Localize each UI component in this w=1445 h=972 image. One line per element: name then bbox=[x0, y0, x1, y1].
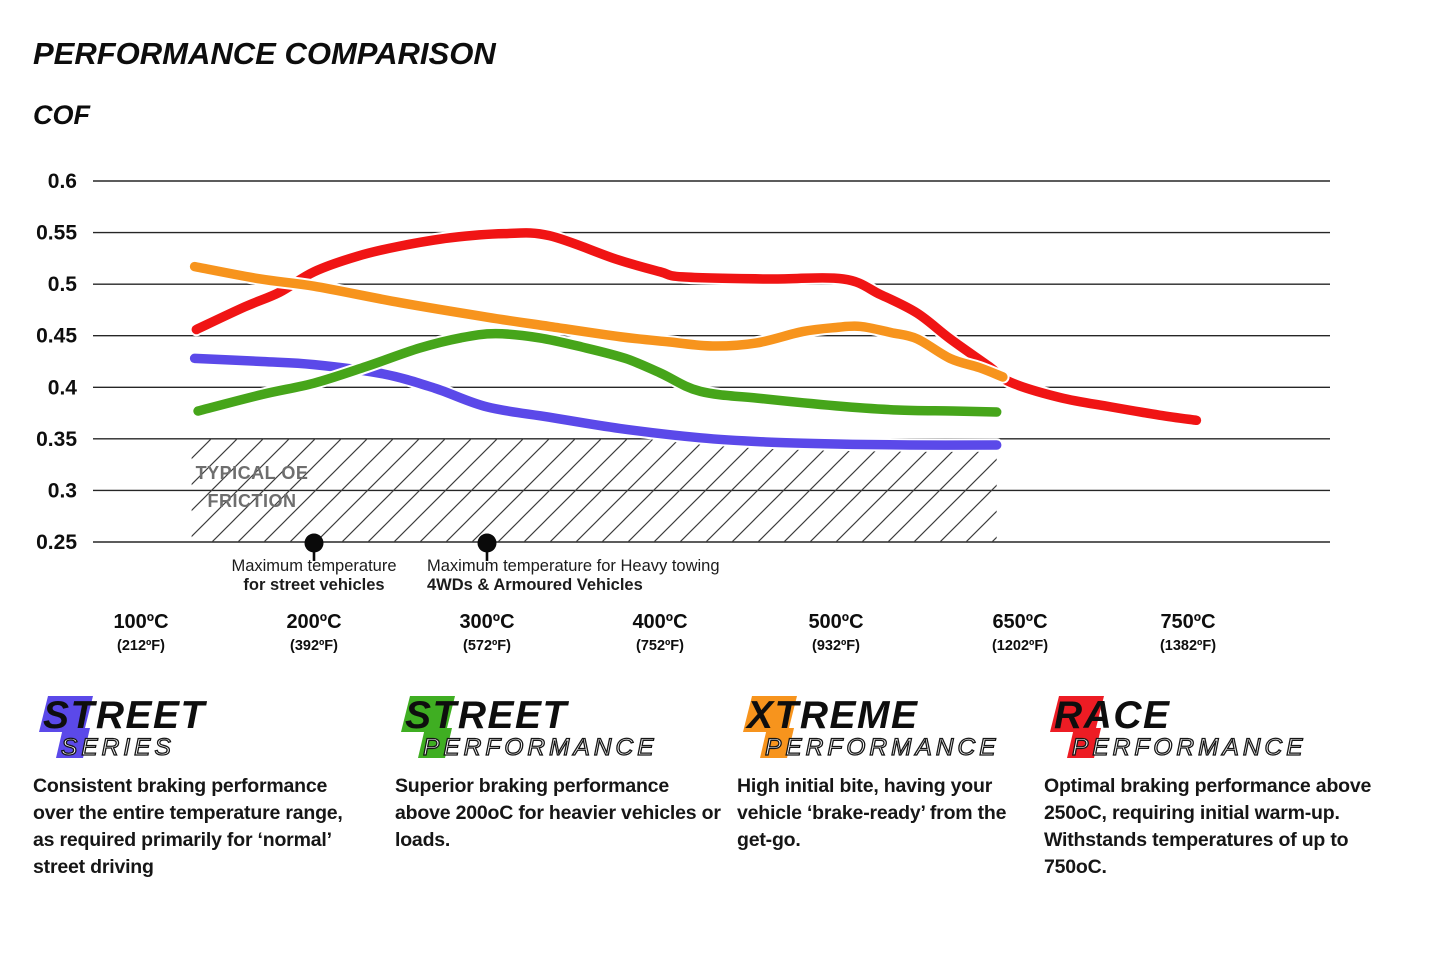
y-tick-label: 0.25 bbox=[36, 531, 77, 554]
y-tick-label: 0.6 bbox=[48, 170, 77, 193]
street-series-logo: STREET SERIES bbox=[39, 695, 208, 762]
logo-word1: XTREME bbox=[745, 695, 919, 737]
street-series-casing bbox=[187, 351, 1004, 452]
x-tick-fahrenheit: (392ºF) bbox=[290, 638, 338, 654]
x-tick-fahrenheit: (1202ºF) bbox=[992, 638, 1048, 654]
annotation-max-temp-street: Maximum temperature for street vehicles bbox=[231, 557, 396, 594]
oe-friction-line2: FRICTION bbox=[207, 491, 297, 511]
logo-accent-shape bbox=[760, 728, 794, 758]
x-tick-celsius: 400ºC bbox=[632, 611, 687, 633]
x-tick-fahrenheit: (572ºF) bbox=[463, 638, 511, 654]
gridlines: 0.6 0.55 0.5 0.45 0.4 0.35 0.3 0.25 bbox=[36, 170, 1330, 554]
legend-description: Optimal braking performance above 250oC,… bbox=[1044, 775, 1372, 878]
x-tick-celsius: 750ºC bbox=[1160, 611, 1215, 633]
race-performance-logo: RACE PERFORMANCE bbox=[1050, 695, 1307, 762]
x-tick-fahrenheit: (1382ºF) bbox=[1160, 638, 1216, 654]
x-tick-fahrenheit: (932ºF) bbox=[812, 638, 860, 654]
legend-description: Superior braking performance above 200oC… bbox=[395, 775, 721, 851]
annotation-line2: 4WDs & Armoured Vehicles bbox=[427, 575, 643, 594]
logo-accent-shape bbox=[39, 696, 93, 732]
y-tick-label: 0.45 bbox=[36, 325, 77, 348]
max-temperature-marker bbox=[304, 533, 324, 553]
logo-accent-shape bbox=[56, 728, 90, 758]
x-tick-celsius: 650ºC bbox=[992, 611, 1047, 633]
street-performance-logo: STREET PERFORMANCE bbox=[401, 695, 658, 762]
legend-description: High initial bite, having your vehicle ‘… bbox=[737, 775, 1007, 851]
logo-word2: PERFORMANCE bbox=[765, 734, 1000, 761]
oe-friction-label: TYPICAL OE FRICTION bbox=[186, 459, 318, 515]
race-performance-line bbox=[191, 228, 1202, 426]
xtreme-performance-line bbox=[189, 261, 1008, 382]
x-tick-fahrenheit: (212ºF) bbox=[117, 638, 165, 654]
annotation-line1: Maximum temperature bbox=[231, 557, 397, 575]
logo-accent-shape bbox=[743, 696, 797, 732]
legend-street-series: STREET SERIES Consistent braking perform… bbox=[33, 695, 373, 881]
x-tick-fahrenheit: (752ºF) bbox=[636, 638, 684, 654]
y-tick-label: 0.5 bbox=[48, 273, 78, 296]
legend-description: Consistent braking performance over the … bbox=[33, 775, 343, 878]
legend-race-performance: RACE PERFORMANCE Optimal braking perform… bbox=[1044, 695, 1384, 881]
annotation-line2: for street vehicles bbox=[243, 575, 385, 594]
annotation-max-temp-towing: Maximum temperature for Heavy towing 4WD… bbox=[427, 557, 720, 594]
annotation-line1: Maximum temperature for Heavy towing bbox=[427, 557, 720, 575]
y-tick-label: 0.4 bbox=[48, 376, 78, 399]
x-tick-celsius: 200ºC bbox=[286, 611, 341, 633]
street-performance-line bbox=[193, 328, 1002, 417]
logo-word1: STREET bbox=[405, 695, 570, 737]
y-tick-label: 0.55 bbox=[36, 222, 77, 245]
typical-oe-friction-band bbox=[191, 438, 997, 542]
logo-word2: SERIES bbox=[61, 734, 175, 761]
max-temperature-marker bbox=[477, 533, 497, 553]
legend-street-performance: STREET PERFORMANCE Superior braking perf… bbox=[395, 695, 735, 854]
street-performance-casing bbox=[191, 326, 1004, 419]
street-series-line bbox=[189, 353, 1002, 450]
logo-word1: STREET bbox=[43, 695, 208, 737]
x-tick-celsius: 100ºC bbox=[113, 611, 168, 633]
logo-word2: PERFORMANCE bbox=[423, 734, 658, 761]
logo-accent-shape bbox=[418, 728, 452, 758]
x-tick-celsius: 500ºC bbox=[808, 611, 863, 633]
logo-accent-shape bbox=[1050, 696, 1104, 732]
logo-accent-shape bbox=[1067, 728, 1101, 758]
y-tick-label: 0.3 bbox=[48, 479, 77, 502]
legend-xtreme-performance: XTREME PERFORMANCE High initial bite, ha… bbox=[737, 695, 1077, 854]
xtreme-performance-logo: XTREME PERFORMANCE bbox=[743, 695, 1000, 762]
y-axis-title: COF bbox=[33, 100, 90, 130]
y-tick-label: 0.35 bbox=[36, 428, 77, 451]
logo-accent-shape bbox=[401, 696, 455, 732]
logo-word1: RACE bbox=[1054, 695, 1171, 737]
logo-word2: PERFORMANCE bbox=[1072, 734, 1307, 761]
cof-line-chart: 0.6 0.55 0.5 0.45 0.4 0.35 0.3 0.25 100ºC (212ºF)… bbox=[36, 170, 1330, 654]
x-tick-celsius: 300ºC bbox=[459, 611, 514, 633]
oe-friction-line1: TYPICAL OE bbox=[195, 463, 309, 483]
page-title: PERFORMANCE COMPARISON bbox=[33, 36, 496, 71]
